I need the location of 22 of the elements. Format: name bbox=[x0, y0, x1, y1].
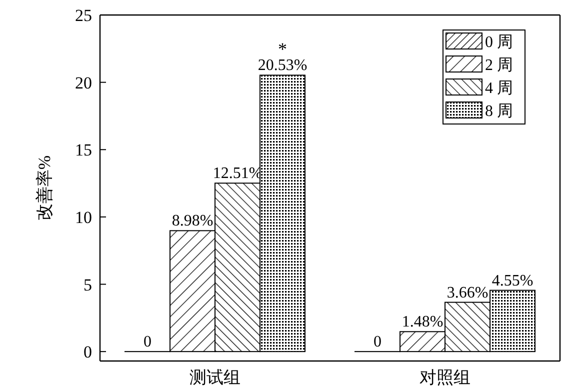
legend-label: 8 周 bbox=[485, 103, 513, 120]
data-label: 12.51% bbox=[212, 165, 262, 182]
y-axis-title: 改善率% bbox=[35, 155, 54, 221]
annotation: * bbox=[278, 39, 287, 60]
data-label: 4.55% bbox=[492, 272, 534, 290]
data-label: 0 bbox=[144, 334, 152, 351]
data-label: 0 bbox=[374, 334, 382, 351]
data-label: 20.53% bbox=[258, 57, 308, 74]
legend-label: 2 周 bbox=[485, 57, 513, 74]
y-tick-label: 15 bbox=[75, 140, 92, 160]
y-tick-label: 10 bbox=[75, 208, 92, 227]
y-tick-label: 20 bbox=[75, 73, 92, 92]
data-label: 1.48% bbox=[402, 314, 444, 331]
legend-label: 0 周 bbox=[485, 34, 513, 51]
y-tick-label: 5 bbox=[84, 275, 92, 294]
x-tick-label: 测试组 bbox=[190, 368, 240, 387]
y-tick-label: 25 bbox=[75, 6, 92, 25]
data-label: 8.98% bbox=[172, 212, 214, 230]
data-label: 3.66% bbox=[446, 284, 488, 302]
y-tick-label: 0 bbox=[84, 342, 92, 362]
legend-label: 4 周 bbox=[485, 80, 513, 97]
x-tick-label: 对照组 bbox=[420, 368, 470, 387]
